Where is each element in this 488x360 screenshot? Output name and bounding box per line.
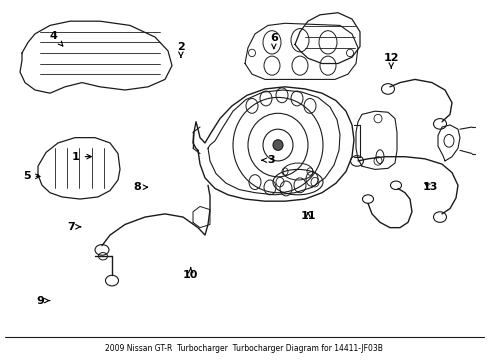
Text: 11: 11 [300, 211, 315, 221]
Ellipse shape [272, 140, 283, 150]
Text: 10: 10 [183, 267, 198, 280]
Text: 7: 7 [67, 222, 81, 232]
Text: 9: 9 [36, 296, 49, 306]
Text: 2009 Nissan GT-R  Turbocharger  Turbocharger Diagram for 14411-JF03B: 2009 Nissan GT-R Turbocharger Turbocharg… [105, 344, 382, 353]
Text: 5: 5 [23, 171, 40, 181]
Text: 1: 1 [72, 152, 91, 162]
Text: 12: 12 [383, 53, 398, 68]
Text: 3: 3 [261, 155, 275, 165]
Text: 6: 6 [269, 33, 277, 49]
Text: 2: 2 [177, 42, 184, 57]
Text: 4: 4 [50, 31, 62, 46]
Text: 8: 8 [133, 182, 147, 192]
Text: 13: 13 [422, 182, 437, 192]
